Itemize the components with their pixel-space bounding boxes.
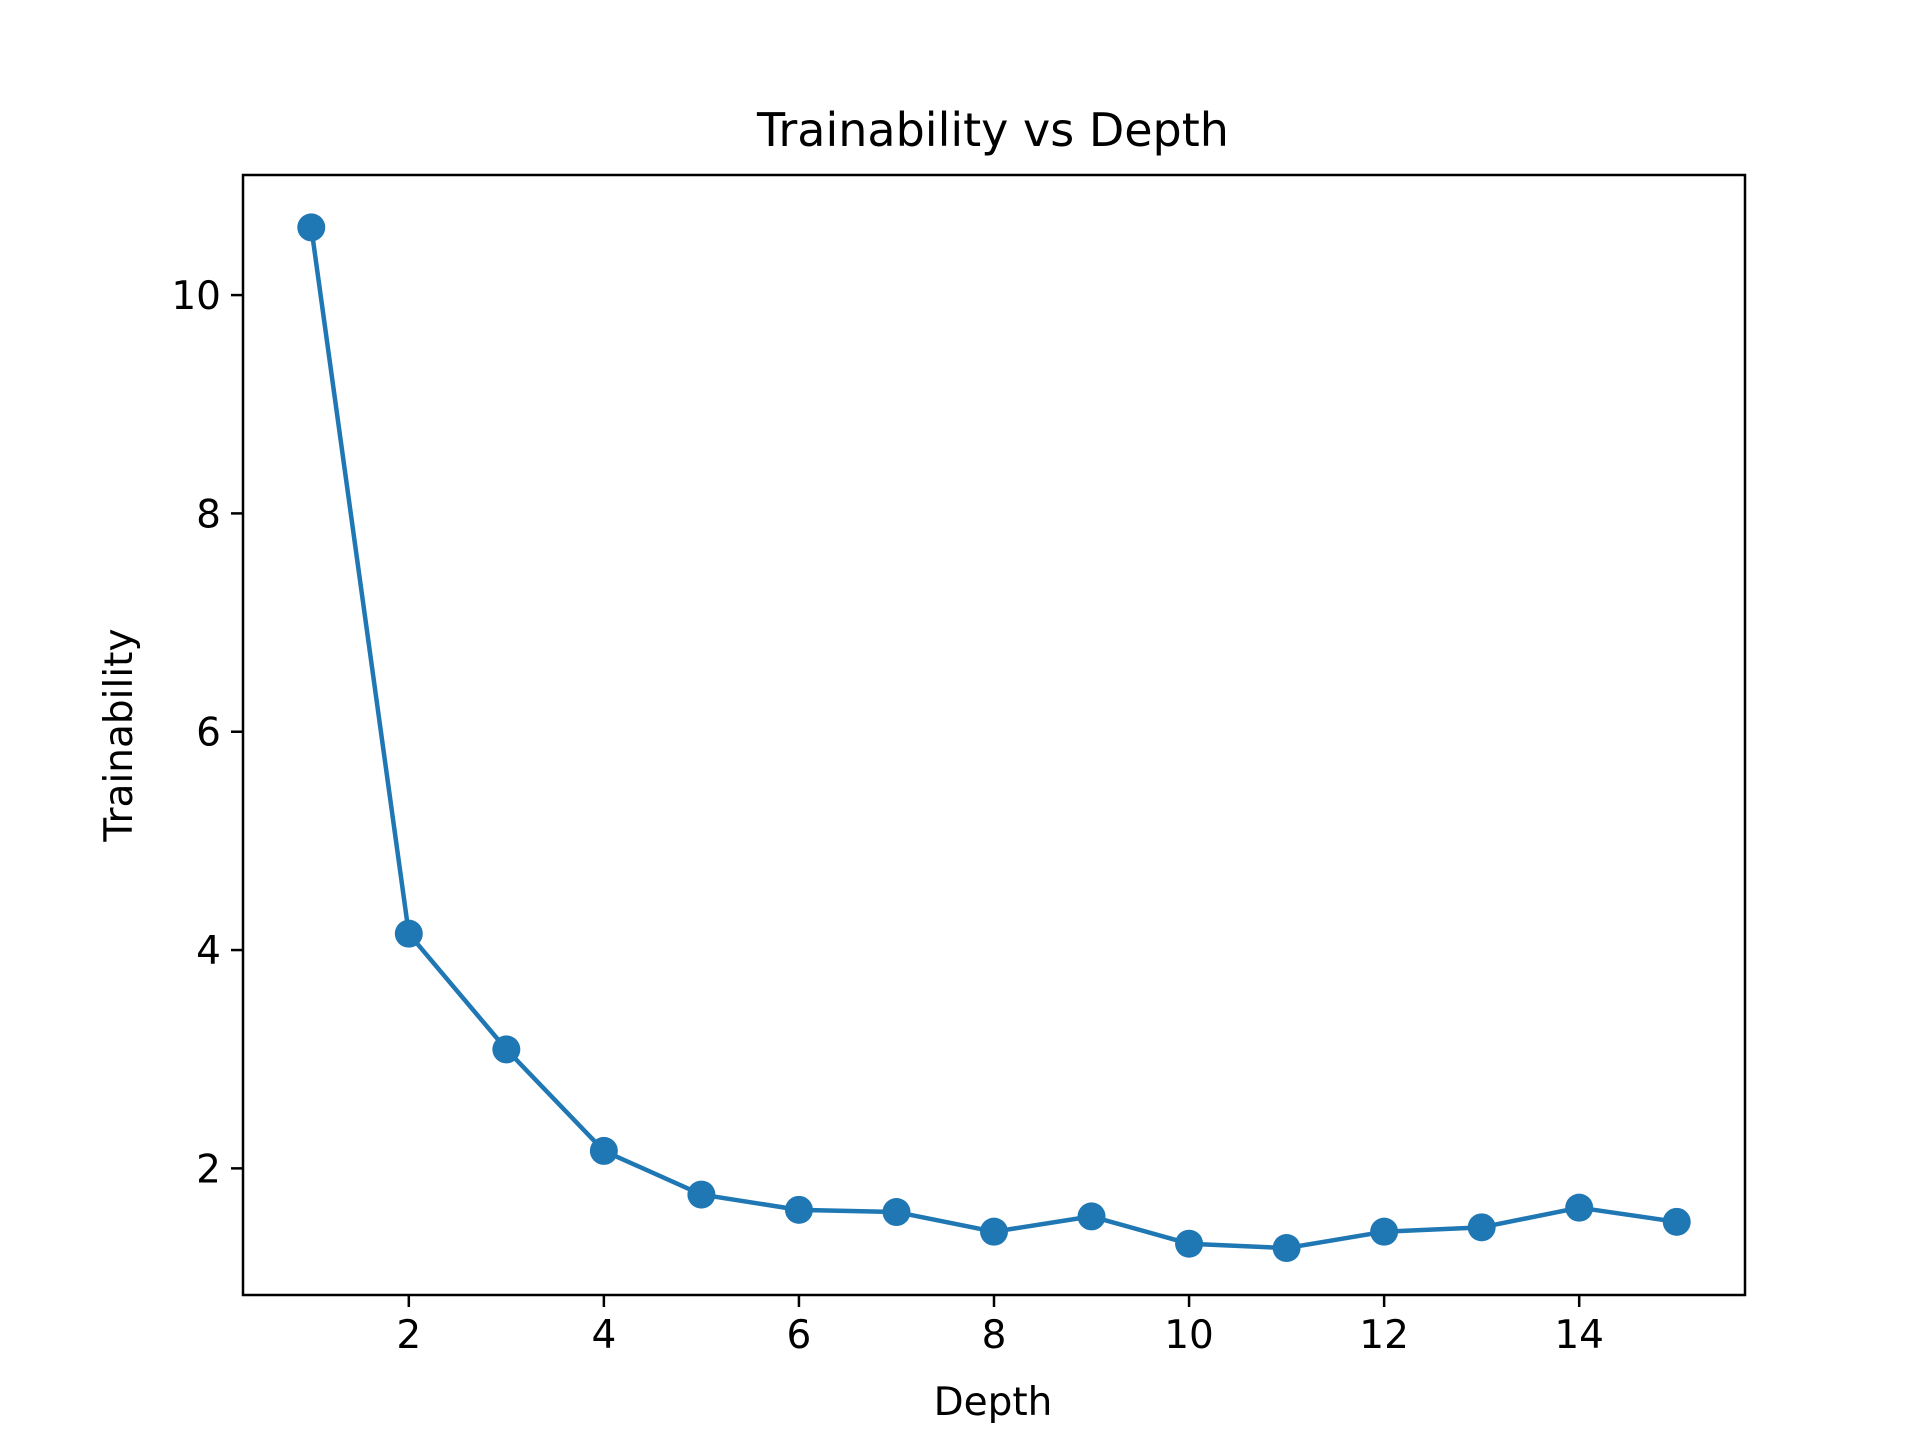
data-point-0-12 — [1467, 1213, 1496, 1242]
y-axis: 2 4 6 8 10 — [171, 274, 243, 1192]
y-tick-label-0: 2 — [196, 1147, 221, 1192]
series-layer — [297, 213, 1691, 1263]
plot-frame — [241, 173, 1747, 1297]
y-tick-label-1: 4 — [196, 929, 221, 974]
chart-title: Trainability vs Depth — [756, 103, 1229, 157]
y-tick-label-3: 8 — [196, 492, 221, 537]
x-tick-label-2: 6 — [787, 1313, 812, 1358]
data-point-0-4 — [687, 1180, 716, 1209]
series-line-0 — [309, 227, 1678, 1251]
x-tick-label-1: 4 — [591, 1313, 616, 1358]
y-axis-label: Trainability — [97, 628, 142, 842]
x-tick-label-4: 10 — [1164, 1313, 1214, 1358]
data-point-0-2 — [492, 1035, 521, 1064]
x-tick-label-5: 12 — [1359, 1313, 1409, 1358]
x-axis-label: Depth — [934, 1380, 1053, 1425]
x-axis: 2 4 6 8 10 12 14 — [396, 1295, 1604, 1358]
y-tick-label-2: 6 — [196, 711, 221, 756]
data-point-0-5 — [784, 1195, 813, 1224]
data-point-0-8 — [1077, 1202, 1106, 1231]
data-point-0-6 — [882, 1198, 911, 1227]
data-point-0-0 — [297, 213, 326, 242]
data-point-0-13 — [1565, 1193, 1594, 1222]
data-point-0-1 — [394, 919, 423, 948]
data-point-0-14 — [1662, 1207, 1691, 1236]
x-tick-label-6: 14 — [1554, 1313, 1604, 1358]
data-point-0-11 — [1370, 1217, 1399, 1246]
data-point-0-10 — [1272, 1234, 1301, 1263]
y-tick-label-4: 10 — [171, 274, 221, 319]
data-point-0-7 — [980, 1217, 1008, 1246]
data-point-0-3 — [589, 1136, 618, 1165]
data-point-0-9 — [1175, 1229, 1204, 1258]
x-tick-label-3: 8 — [982, 1313, 1007, 1358]
x-tick-label-0: 2 — [396, 1313, 421, 1358]
